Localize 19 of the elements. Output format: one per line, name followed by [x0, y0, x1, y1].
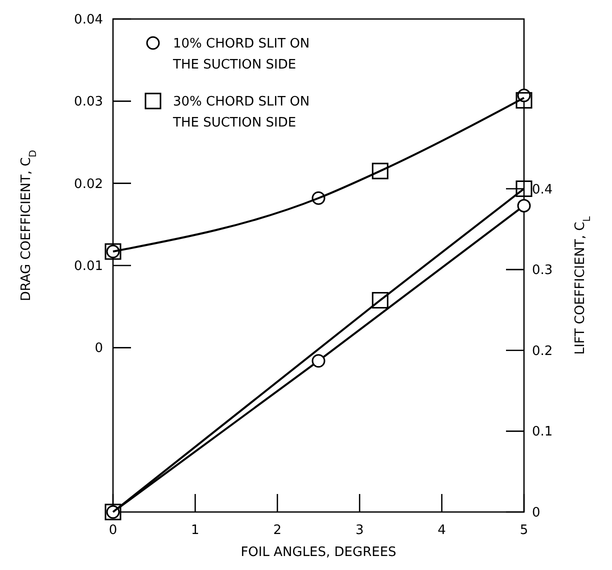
x-axis-title: FOIL ANGLES, DEGREES [240, 545, 396, 560]
y-tick-label: 0.01 [74, 259, 103, 274]
legend-label: 10% CHORD SLIT ON THE SUCTION SIDE [172, 36, 310, 72]
x-tick-label: 5 [520, 523, 528, 538]
y2-tick-label: 0.2 [532, 344, 553, 359]
y-tick-label: 0 [94, 341, 103, 356]
y2-tick-label: 0.1 [532, 424, 553, 440]
x-tick-label: 3 [355, 523, 364, 538]
x-tick-label: 2 [273, 523, 282, 538]
y2-tick-label: 0 [532, 506, 540, 521]
x-tick-label: 0 [108, 523, 118, 538]
x-tick-label: 4 [438, 523, 446, 538]
y-tick-label: 0.04 [74, 12, 103, 28]
y2-tick-label: 0.3 [532, 263, 553, 278]
y2-tick-label: 0.4 [532, 182, 553, 198]
y-tick-label: 0.02 [74, 176, 103, 192]
y-tick-label: 0.03 [74, 94, 103, 110]
legend-label: 30% CHORD SLIT ON THE SUCTION SIDE [172, 94, 310, 130]
x-tick-label: 1 [191, 523, 200, 538]
